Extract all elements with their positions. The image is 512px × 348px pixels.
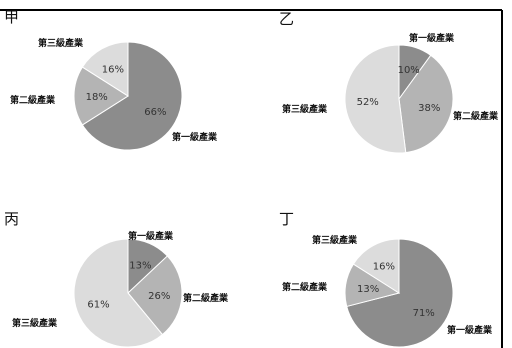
category-label-primary: 第一級產業 <box>172 131 218 143</box>
category-label-secondary: 第二級產業 <box>183 292 229 304</box>
category-label-secondary: 第二級產業 <box>282 281 328 293</box>
pie-percent-label-secondary: 26% <box>148 291 170 302</box>
category-label-tertiary: 第三級產業 <box>12 317 58 329</box>
pie-percent-label-tertiary: 16% <box>102 65 124 76</box>
pie-percent-label-primary: 71% <box>413 308 435 319</box>
pie-percent-label-tertiary: 52% <box>357 97 379 108</box>
panel-label: 丁 <box>279 210 294 228</box>
pie-panel-ding: 丁 71% 13% 16% 第三級產業 第二級產業 第一級產業 <box>279 210 493 347</box>
panel-label: 乙 <box>279 10 294 28</box>
category-label-secondary: 第二級產業 <box>453 110 499 122</box>
category-label-tertiary: 第三級產業 <box>282 103 328 115</box>
category-label-primary: 第一級產業 <box>128 230 174 242</box>
category-label-primary: 第一級產業 <box>409 32 455 44</box>
pie-percent-label-primary: 10% <box>398 65 420 76</box>
pie-panel-bing: 丙 13% 26% 61% 第一級產業 第二級產業 第三級產業 <box>4 210 229 347</box>
category-label-tertiary: 第三級產業 <box>38 37 84 49</box>
category-label-primary: 第一級產業 <box>447 324 493 336</box>
pie-percent-label-tertiary: 16% <box>373 262 395 273</box>
category-label-tertiary: 第三級產業 <box>312 234 358 246</box>
pie-panel-yi: 乙 10% 38% 52% 第一級產業 第三級產業 第二級產業 <box>279 10 499 153</box>
pie-percent-label-secondary: 38% <box>418 103 440 114</box>
pie-percent-label-secondary: 18% <box>86 92 108 103</box>
panel-label: 丙 <box>4 210 19 228</box>
category-label-secondary: 第二級產業 <box>10 94 56 106</box>
pie-panel-jia: 甲 66% 18% 16% 第三級產業 第二級產業 第一級產業 <box>4 8 218 150</box>
pie-percent-label-tertiary: 61% <box>87 300 109 311</box>
panel-label: 甲 <box>4 8 19 26</box>
pie-percent-label-primary: 66% <box>144 107 166 118</box>
pie-percent-label-secondary: 13% <box>357 284 379 295</box>
pie-percent-label-primary: 13% <box>129 260 151 271</box>
